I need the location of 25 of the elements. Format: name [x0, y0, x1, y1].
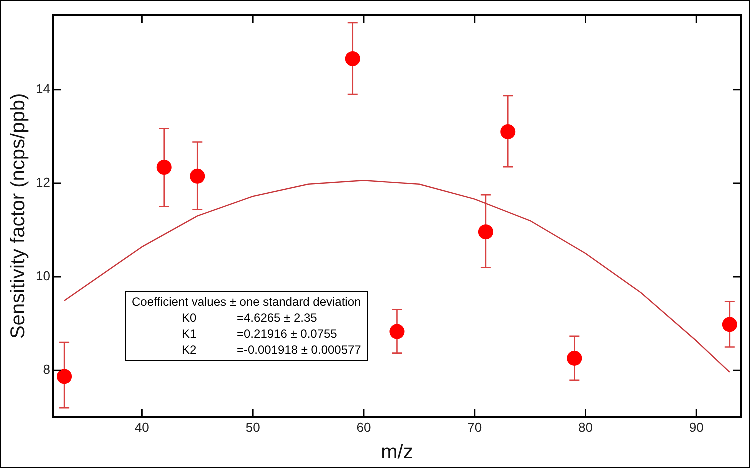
text: K1 =0.21916 ± 0.0755 [182, 327, 338, 341]
point [722, 317, 738, 332]
point [478, 224, 494, 240]
annotation: Coefficient values ± one standard deviation [132, 294, 362, 310]
x-tick-label: 40 [134, 420, 150, 435]
text: K2 =-0.001918 ± 0.000577 [182, 343, 362, 357]
point [190, 168, 206, 184]
y-tick-label: 14 [36, 81, 50, 96]
x-tick-label: 80 [578, 420, 593, 435]
y-tick-label: 10 [36, 268, 50, 284]
x-tick-label: 90 [689, 420, 704, 435]
x-tick-label: 70 [468, 420, 482, 435]
point [57, 369, 72, 384]
y-axis-title: Sensitivity factor (ncps/ppb) [8, 93, 30, 340]
x-tick-label: 50 [246, 420, 260, 435]
point [345, 51, 360, 66]
text: K0 =4.6265 ± 2.35 [182, 311, 318, 325]
y-tick-label: 8 [43, 362, 50, 378]
point [156, 160, 172, 176]
y-tick-label: 12 [36, 175, 50, 190]
point [567, 350, 582, 366]
point [500, 124, 516, 140]
x-axis-title: m/z [381, 442, 414, 464]
x-tick-label: 60 [356, 420, 372, 435]
point [390, 324, 405, 340]
